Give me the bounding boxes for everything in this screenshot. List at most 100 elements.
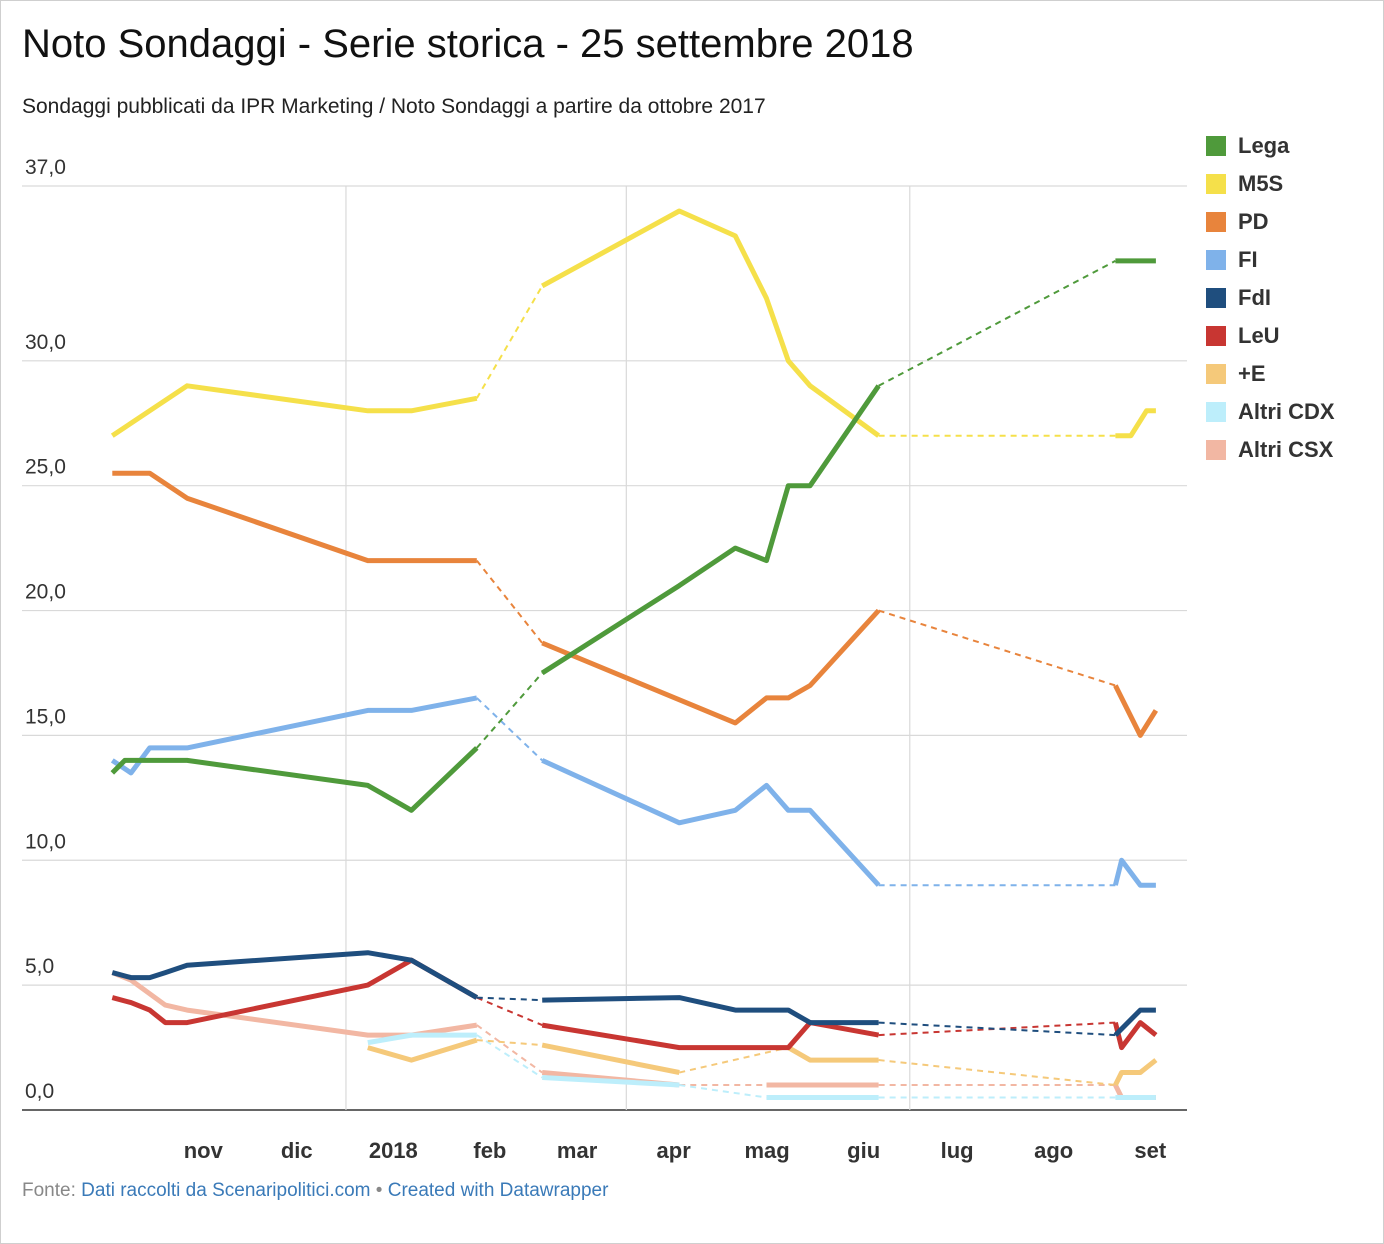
series-gap-connector	[476, 996, 543, 1002]
x-tick-label: nov	[184, 1138, 224, 1163]
series-line	[1113, 1007, 1156, 1037]
legend-label: FI	[1238, 247, 1258, 272]
legend-item: Altri CDX	[1206, 393, 1335, 431]
x-tick-label: ago	[1034, 1138, 1073, 1163]
series-line	[541, 758, 881, 887]
legend-item: Lega	[1206, 127, 1335, 165]
x-tick-label: mar	[557, 1138, 598, 1163]
chart-subtitle: Sondaggi pubblicati da IPR Marketing / N…	[22, 95, 766, 118]
series-line	[367, 1037, 478, 1063]
series-line	[111, 970, 478, 1038]
y-tick-label: 30,0	[25, 331, 66, 354]
series-line	[787, 1045, 879, 1063]
series-gap-connector	[476, 996, 543, 1027]
x-tick-label: 2018	[369, 1138, 418, 1163]
legend-item: PD	[1206, 203, 1335, 241]
legend: Lega M5S PD FI FdI LeU +E Altri CDX Altri CSX	[1206, 127, 1335, 469]
y-tick-label: 0,0	[25, 1080, 54, 1103]
series-line	[110, 746, 479, 813]
legend-swatch	[1206, 250, 1226, 270]
series-line	[110, 695, 478, 776]
series-gap-connector	[476, 1024, 543, 1074]
series-gap-connector	[476, 672, 543, 749]
legend-item: +E	[1206, 355, 1335, 393]
series-fi	[110, 695, 1156, 888]
series-line	[1113, 1058, 1158, 1087]
series-gap-connector	[679, 1084, 767, 1099]
x-tick-label: apr	[657, 1138, 692, 1163]
y-tick-label: 10,0	[25, 830, 66, 853]
series-gap-connector	[476, 1034, 543, 1079]
series-leu	[111, 957, 1158, 1051]
series-lega	[110, 258, 1156, 813]
series-gap-connector	[475, 285, 544, 399]
legend-label: +E	[1238, 361, 1266, 386]
series-fdi	[111, 950, 1156, 1037]
x-tick-label: mag	[744, 1138, 789, 1163]
chart-title: Noto Sondaggi - Serie storica - 25 sette…	[22, 22, 914, 66]
legend-swatch	[1206, 440, 1226, 460]
x-tick-label: giu	[847, 1138, 880, 1163]
legend-label: PD	[1238, 209, 1269, 234]
series-line	[1113, 684, 1159, 738]
legend-swatch	[1206, 288, 1226, 308]
series-line	[110, 383, 478, 438]
series-lines	[110, 208, 1159, 1100]
series-pd	[112, 470, 1159, 738]
legend-swatch	[1206, 136, 1226, 156]
credit-link[interactable]: Created with Datawrapper	[387, 1180, 609, 1201]
y-axis-ticks: 0,0 5,0 10,0 15,0 20,0 25,0 30,0 37,0	[25, 156, 66, 1103]
legend-label: Lega	[1238, 133, 1290, 158]
series-altri-csx	[111, 970, 1156, 1100]
legend-label: Altri CDX	[1238, 399, 1335, 424]
series-line	[540, 384, 881, 676]
legend-label: FdI	[1238, 285, 1271, 310]
legend-item: Altri CSX	[1206, 431, 1335, 469]
series-line	[1112, 857, 1156, 888]
y-tick-label: 37,0	[25, 156, 66, 179]
footer-separator: •	[375, 1180, 383, 1201]
footer-prefix: Fonte:	[22, 1180, 76, 1201]
legend-swatch	[1206, 402, 1226, 422]
x-axis-ticks: nov dic 2018 feb mar apr mag giu lug ago set	[184, 1138, 1167, 1163]
series-altri-cdx	[367, 1032, 1156, 1100]
legend-swatch	[1206, 326, 1226, 346]
series-gap-connector	[878, 609, 1116, 687]
legend-item: FI	[1206, 241, 1335, 279]
grid-lines	[22, 185, 1187, 1111]
legend-item: FdI	[1206, 279, 1335, 317]
series-gap-connector	[476, 697, 543, 762]
footer: Fonte: Dati raccolti da Scenaripolitici.…	[22, 1180, 608, 1202]
series-gap-connector	[878, 1059, 1116, 1087]
series-line	[542, 1075, 680, 1088]
series-line	[541, 608, 881, 726]
y-tick-label: 20,0	[25, 581, 66, 604]
x-tick-label: set	[1134, 1138, 1166, 1163]
y-tick-label: 15,0	[25, 705, 66, 728]
series-line	[1115, 408, 1156, 439]
legend-swatch	[1206, 364, 1226, 384]
legend-swatch	[1206, 174, 1226, 194]
x-tick-label: dic	[281, 1138, 313, 1163]
legend-item: M5S	[1206, 165, 1335, 203]
series-line	[111, 950, 479, 1000]
series-line	[112, 470, 477, 564]
y-tick-label: 5,0	[25, 955, 54, 978]
legend-item: LeU	[1206, 317, 1335, 355]
series-line	[541, 208, 881, 438]
series-gap-connector	[679, 1046, 789, 1074]
series-line	[541, 1042, 680, 1075]
x-tick-label: feb	[473, 1138, 506, 1163]
series-line	[541, 1020, 880, 1051]
series--e	[367, 1037, 1158, 1087]
legend-label: LeU	[1238, 323, 1280, 348]
x-tick-label: lug	[941, 1138, 974, 1163]
series-gap-connector	[476, 559, 543, 644]
series-gap-connector	[878, 260, 1116, 387]
series-line	[367, 1032, 477, 1046]
source-link[interactable]: Dati raccolti da Scenaripolitici.com	[81, 1180, 371, 1201]
y-tick-label: 25,0	[25, 456, 66, 479]
series-m5s	[110, 208, 1156, 439]
legend-label: Altri CSX	[1238, 437, 1334, 462]
